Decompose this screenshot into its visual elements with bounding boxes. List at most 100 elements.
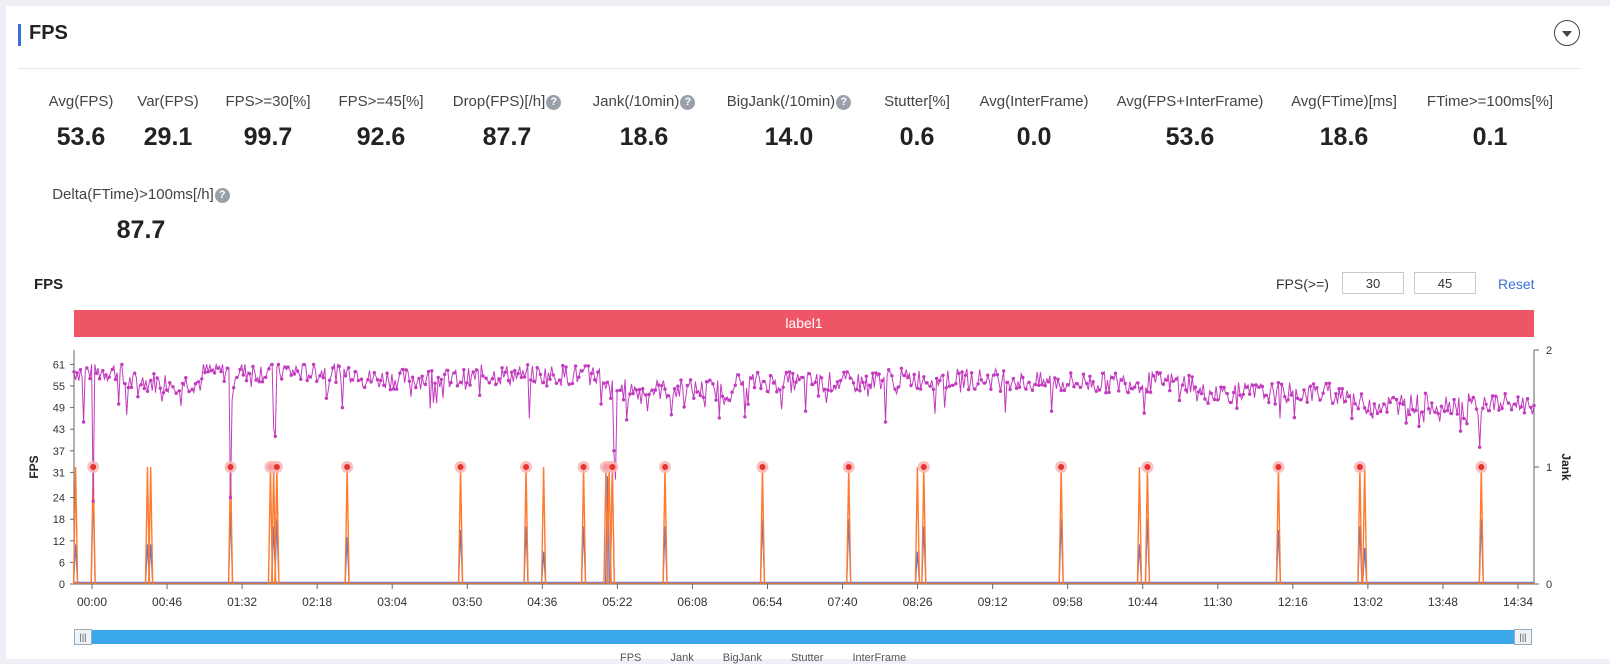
- fps-point[interactable]: [1133, 385, 1137, 389]
- jank-spike[interactable]: [1275, 466, 1282, 585]
- fps-point[interactable]: [1251, 383, 1255, 387]
- fps-point[interactable]: [494, 382, 498, 387]
- fps-point[interactable]: [1359, 392, 1364, 396]
- fps-point[interactable]: [902, 373, 907, 378]
- fps-point[interactable]: [551, 373, 555, 377]
- fps-point[interactable]: [1014, 386, 1019, 390]
- fps-point[interactable]: [794, 380, 798, 384]
- jank-spike[interactable]: [1361, 466, 1368, 585]
- fps-point[interactable]: [337, 364, 341, 368]
- fps-point[interactable]: [359, 377, 364, 381]
- fps-point[interactable]: [998, 389, 1003, 393]
- fps-point[interactable]: [452, 371, 456, 375]
- fps-point[interactable]: [251, 364, 255, 369]
- fps-point[interactable]: [372, 371, 376, 375]
- jank-spike[interactable]: [147, 466, 154, 585]
- fps-point[interactable]: [529, 378, 533, 382]
- fps-point[interactable]: [1305, 400, 1309, 404]
- fps-point[interactable]: [369, 380, 373, 384]
- fps-point[interactable]: [931, 387, 936, 392]
- fps-point[interactable]: [871, 371, 875, 375]
- fps-point[interactable]: [1046, 380, 1051, 384]
- fps-point[interactable]: [414, 385, 418, 390]
- fps-point[interactable]: [1426, 407, 1431, 411]
- fps-point[interactable]: [417, 376, 421, 381]
- fps-point[interactable]: [1353, 402, 1357, 406]
- fps-point[interactable]: [133, 371, 137, 375]
- fps-point[interactable]: [1385, 410, 1389, 414]
- fps-point[interactable]: [280, 377, 284, 381]
- fps-point[interactable]: [180, 381, 185, 386]
- fps-point[interactable]: [641, 387, 645, 391]
- fps-point[interactable]: [248, 372, 252, 376]
- fps-point[interactable]: [449, 380, 453, 385]
- fps-point[interactable]: [666, 393, 670, 398]
- fps-point[interactable]: [238, 367, 242, 372]
- fps-point[interactable]: [446, 368, 450, 373]
- bigjank-marker[interactable]: [1058, 464, 1065, 470]
- fps-point[interactable]: [1519, 405, 1523, 409]
- fps-point[interactable]: [168, 381, 172, 385]
- fps-point[interactable]: [548, 377, 552, 381]
- fps-point[interactable]: [110, 367, 115, 372]
- bigjank-marker[interactable]: [523, 464, 530, 470]
- fps-point[interactable]: [599, 402, 603, 406]
- fps-point[interactable]: [835, 380, 840, 384]
- fps-point[interactable]: [1276, 381, 1281, 385]
- fps-point[interactable]: [714, 398, 718, 402]
- fps-point[interactable]: [1203, 397, 1207, 401]
- fps-point[interactable]: [1449, 411, 1453, 416]
- fps-point[interactable]: [1455, 412, 1460, 416]
- fps-point[interactable]: [516, 371, 520, 376]
- fps-point[interactable]: [1270, 382, 1274, 386]
- fps-point[interactable]: [890, 374, 894, 378]
- fps-point[interactable]: [1436, 411, 1440, 416]
- fps-point[interactable]: [1126, 390, 1131, 395]
- fps-point[interactable]: [1225, 391, 1230, 396]
- fps-point[interactable]: [426, 369, 431, 374]
- fps-point[interactable]: [1069, 371, 1073, 375]
- bigjank-marker[interactable]: [344, 464, 351, 470]
- bigjank-marker[interactable]: [227, 464, 234, 470]
- fps-point[interactable]: [513, 368, 517, 373]
- fps-point[interactable]: [1171, 379, 1175, 383]
- fps-point[interactable]: [1235, 406, 1239, 410]
- fps-point[interactable]: [1334, 392, 1338, 396]
- fps-point[interactable]: [848, 376, 852, 380]
- fps-point[interactable]: [1458, 429, 1463, 433]
- fps-point[interactable]: [1104, 391, 1108, 395]
- fps-point[interactable]: [912, 372, 916, 377]
- fps-point[interactable]: [1506, 401, 1511, 405]
- fps-point[interactable]: [887, 368, 891, 372]
- fps-point[interactable]: [363, 385, 367, 390]
- fps-point[interactable]: [91, 499, 95, 503]
- fps-point[interactable]: [1161, 382, 1166, 386]
- fps-point[interactable]: [877, 372, 881, 376]
- fps-point[interactable]: [1267, 400, 1271, 405]
- fps-point[interactable]: [1410, 407, 1415, 412]
- fps-point[interactable]: [490, 377, 495, 381]
- jank-spike[interactable]: [914, 466, 921, 585]
- fps-point[interactable]: [810, 382, 814, 387]
- fps-point[interactable]: [1347, 394, 1351, 399]
- fps-point[interactable]: [366, 378, 370, 382]
- fps-point[interactable]: [724, 397, 728, 401]
- fps-point[interactable]: [1075, 382, 1079, 386]
- fps-point[interactable]: [347, 366, 351, 370]
- jank-spike[interactable]: [457, 466, 464, 585]
- fps-point[interactable]: [1091, 380, 1095, 384]
- fps-point[interactable]: [244, 378, 249, 383]
- fps-point[interactable]: [318, 374, 322, 378]
- fps-point[interactable]: [759, 386, 763, 391]
- fps-point[interactable]: [72, 370, 76, 374]
- fps-point[interactable]: [391, 387, 396, 391]
- fps-point[interactable]: [660, 384, 664, 388]
- fps-point[interactable]: [1222, 385, 1226, 390]
- fps-point[interactable]: [1487, 409, 1492, 413]
- fps-point[interactable]: [1279, 382, 1284, 386]
- fps-point[interactable]: [1212, 397, 1217, 402]
- fps-point[interactable]: [918, 387, 923, 391]
- fps-point[interactable]: [1081, 372, 1086, 376]
- fps-point[interactable]: [257, 380, 261, 384]
